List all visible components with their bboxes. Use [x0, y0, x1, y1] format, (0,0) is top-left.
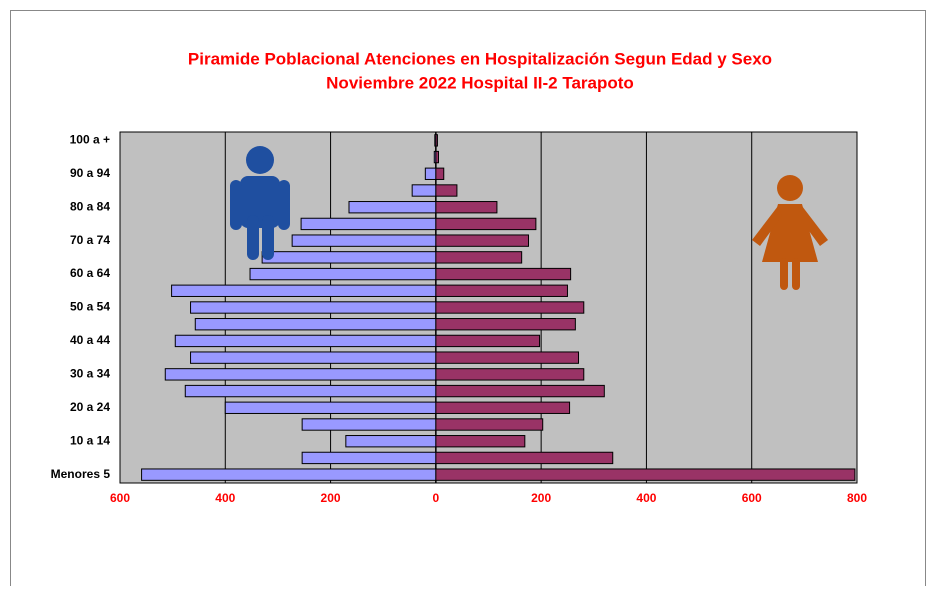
- x-tick-label: 400: [636, 491, 656, 505]
- bar: [164, 368, 437, 381]
- bar: [435, 251, 523, 264]
- bar: [435, 267, 572, 281]
- bar: [194, 318, 437, 331]
- male-icon: [230, 146, 290, 260]
- bar: [171, 284, 437, 297]
- bar: [435, 368, 585, 381]
- bar: [435, 217, 537, 231]
- x-tick-label: 0: [433, 491, 440, 505]
- bar: [411, 184, 437, 197]
- chart-title: Piramide Poblacional Atenciones en Hospi…: [188, 49, 772, 68]
- bar: [435, 351, 580, 364]
- y-tick-label: 70 a 74: [70, 233, 110, 247]
- x-tick-label: 200: [321, 491, 341, 505]
- bar: [184, 384, 437, 398]
- y-tick-label: 30 a 34: [70, 367, 110, 381]
- y-tick-label: Menores 5: [51, 467, 111, 481]
- bar: [435, 384, 605, 398]
- y-tick-label: 100 a +: [70, 133, 110, 147]
- bar: [435, 435, 526, 448]
- y-tick-label: 60 a 64: [70, 266, 110, 280]
- chart-subtitle: Noviembre 2022 Hospital II-2 Tarapoto: [326, 73, 634, 92]
- bar: [435, 418, 544, 431]
- bar: [224, 401, 437, 414]
- bar: [435, 401, 571, 414]
- bar: [435, 184, 458, 197]
- bar: [424, 167, 437, 180]
- x-tick-label: 400: [215, 491, 235, 505]
- x-tick-label: 800: [847, 491, 867, 505]
- y-tick-label: 40 a 44: [70, 333, 110, 347]
- bar: [190, 301, 437, 314]
- bar: [291, 234, 437, 247]
- bar: [141, 468, 437, 481]
- bar: [190, 351, 437, 364]
- x-tick-label: 200: [531, 491, 551, 505]
- y-tick-label: 10 a 14: [70, 433, 110, 447]
- y-tick-label: 80 a 84: [70, 199, 110, 213]
- bar: [261, 251, 437, 264]
- bar: [435, 301, 585, 314]
- bar: [345, 435, 437, 448]
- bar: [435, 167, 445, 180]
- y-tick-label: 20 a 24: [70, 400, 110, 414]
- bar: [174, 334, 437, 348]
- bar: [435, 284, 568, 297]
- bar: [300, 217, 437, 231]
- bar: [249, 267, 437, 281]
- bar: [435, 451, 614, 465]
- y-tick-label: 90 a 94: [70, 166, 110, 180]
- bar: [435, 318, 576, 331]
- x-tick-label: 600: [110, 491, 130, 505]
- bar: [435, 134, 438, 147]
- bar: [435, 150, 439, 164]
- bar: [301, 451, 437, 465]
- female-icon: [752, 175, 828, 290]
- bar: [301, 418, 437, 431]
- plot-area: 600 400 200 0 200 400 600 800 Menores 5 10 a 14 20…: [51, 131, 867, 505]
- y-tick-label: 50 a 54: [70, 300, 110, 314]
- bar: [435, 234, 530, 247]
- bar: [435, 468, 856, 481]
- bar: [435, 334, 541, 348]
- bar: [348, 201, 437, 214]
- x-tick-label: 600: [742, 491, 762, 505]
- bar: [435, 201, 498, 214]
